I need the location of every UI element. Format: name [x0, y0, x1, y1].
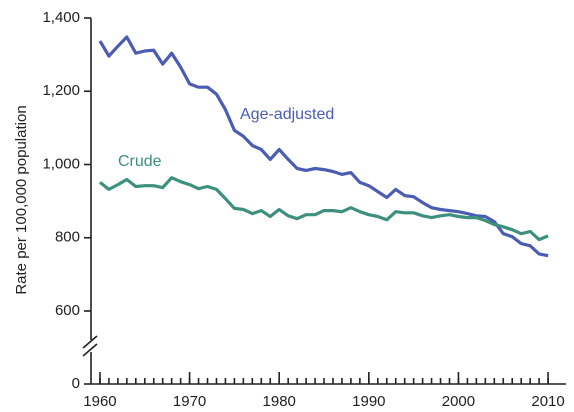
x-tick-label: 1990	[352, 393, 385, 410]
x-tick-label: 1960	[83, 393, 116, 410]
x-tick-label: 1980	[263, 393, 296, 410]
x-tick-label: 2000	[442, 393, 475, 410]
y-tick-label: 1,400	[42, 9, 80, 26]
axis-break	[82, 335, 98, 357]
y-tick-label: 0	[72, 375, 80, 392]
y-axis-label: Rate per 100,000 population	[13, 105, 30, 294]
series-line	[99, 176, 549, 242]
series-label: Age-adjusted	[240, 106, 334, 123]
y-tick-label: 800	[55, 229, 80, 246]
y-tick-label: 1,000	[42, 155, 80, 172]
y-tick-label: 1,200	[42, 82, 80, 99]
x-tick-label: 1970	[173, 393, 206, 410]
x-tick-label: 2010	[531, 393, 564, 410]
y-tick-label: 600	[55, 302, 80, 319]
series-label: Crude	[118, 153, 162, 170]
series-line	[98, 35, 549, 258]
